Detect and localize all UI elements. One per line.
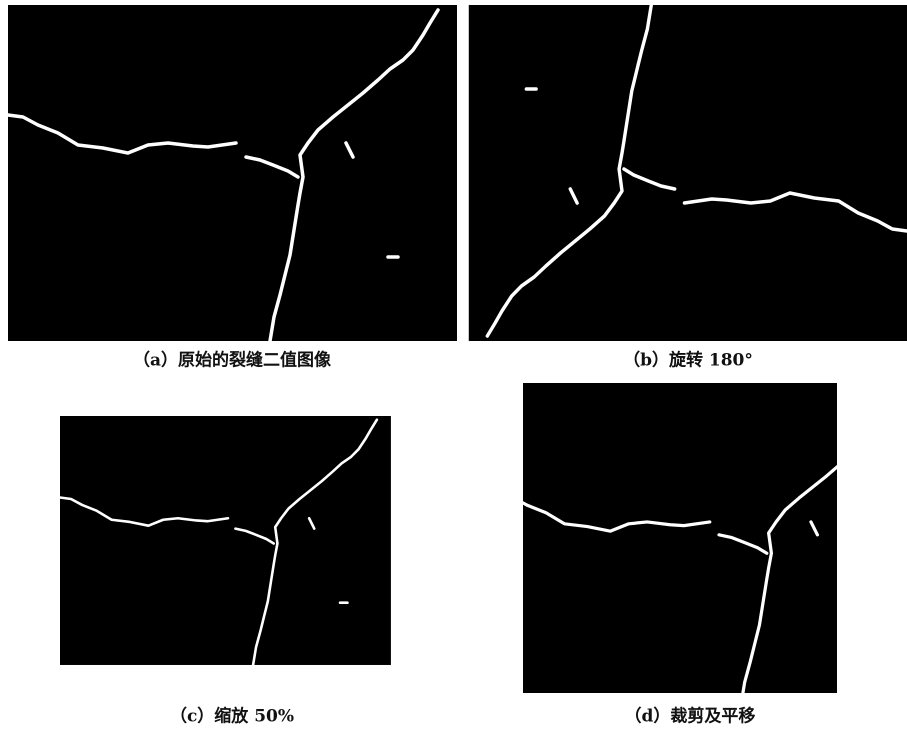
- caption: （c）缩放 50%: [170, 706, 294, 727]
- caption: （a）原始的裂缝二值图像: [133, 350, 332, 371]
- panel-d: [500, 383, 907, 704]
- panel-c: [60, 416, 391, 665]
- caption: （b）旋转 180°: [623, 350, 753, 371]
- caption: （d）裁剪及平移: [625, 706, 756, 727]
- panel-a: [8, 5, 457, 341]
- figure: （a）原始的裂缝二值图像 （b）旋转 180° （c）缩放 50% （d）裁剪及…: [0, 0, 907, 731]
- panel-b: [469, 5, 907, 341]
